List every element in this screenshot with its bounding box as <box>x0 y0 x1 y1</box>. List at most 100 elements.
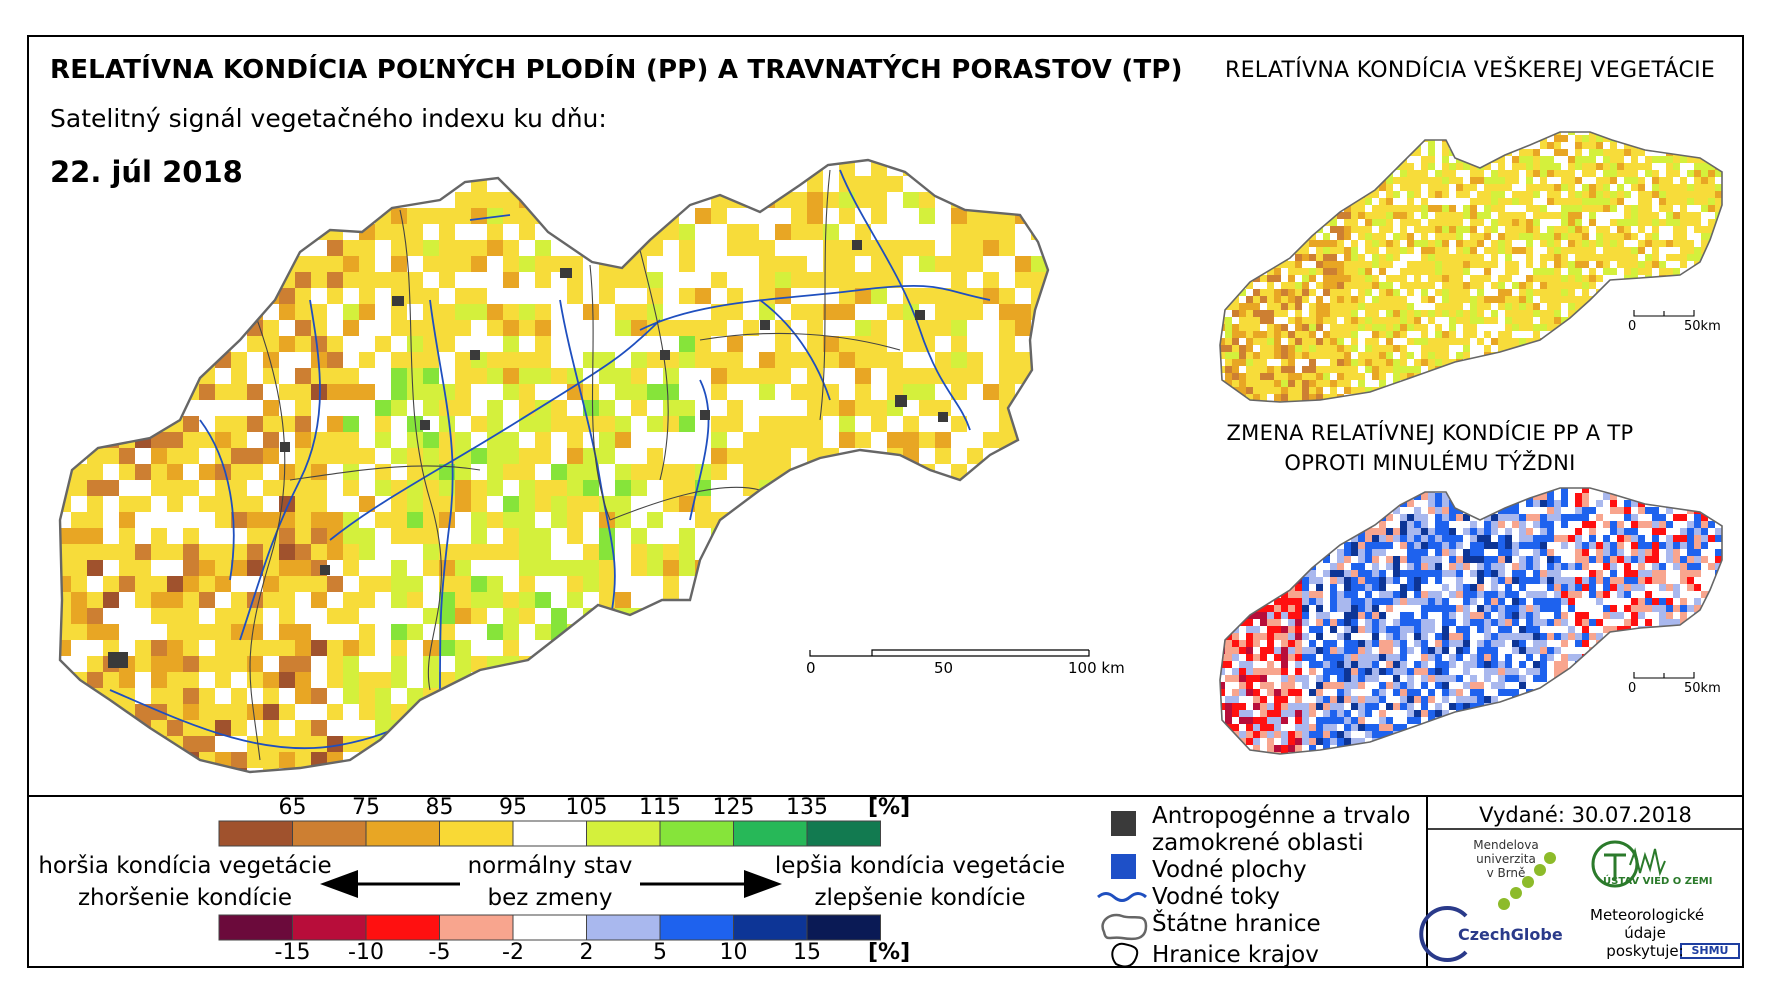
meteo-line3: poskytuje: <box>1606 942 1684 960</box>
legend-swatch <box>586 914 661 941</box>
anthropogenic-label-1: Antropogénne a trvalo <box>1152 803 1411 829</box>
legend-swatch <box>806 820 881 847</box>
inset-top-scale-0: 0 <box>1628 319 1636 334</box>
main-scale-bar <box>809 649 1090 657</box>
state-borders-label: Štátne hranice <box>1152 911 1321 937</box>
scale-label-0: 0 <box>806 659 816 677</box>
legend-swatch <box>806 914 881 941</box>
worse-change-label: zhoršenie kondície <box>77 885 293 911</box>
shmu-text: SHMU <box>1691 944 1729 957</box>
rivers-symbol <box>1097 892 1147 902</box>
legend-tick: 75 <box>352 795 380 820</box>
mendel-text: Mendelova univerzita v Brně <box>1466 838 1546 880</box>
legend-tick: 65 <box>278 795 307 820</box>
legend-tick: 95 <box>499 795 527 820</box>
inset-top-grid <box>1220 132 1722 402</box>
inset-bottom-title: ZMENA RELATÍVNEJ KONDÍCIE PP A TP OPROTI… <box>1180 418 1680 478</box>
legend-tick: 2 <box>579 940 594 965</box>
ustav-text: ÚSTAV VIED O ZEMI <box>1603 876 1713 887</box>
legend-swatch <box>733 820 808 847</box>
legend-swatch <box>586 820 661 847</box>
inset-bottom-scale <box>1633 672 1695 679</box>
legend-tick: 135 <box>786 795 828 820</box>
czechglobe-logo <box>1419 906 1468 962</box>
legend-swatch <box>292 914 367 941</box>
condition-grid <box>60 160 1048 772</box>
better-condition-label: lepšia kondícia vegetácie <box>774 853 1066 879</box>
anthropogenic-swatch <box>1111 811 1136 836</box>
inset-top-scale <box>1633 310 1695 317</box>
inset-top-title: RELATÍVNA KONDÍCIA VEŠKEREJ VEGETÁCIE <box>1225 58 1716 83</box>
anthropogenic-spots <box>108 240 948 668</box>
legend-tick: 85 <box>425 795 454 820</box>
legend-swatch <box>218 914 293 941</box>
inset-top-scale-50: 50km <box>1684 319 1721 334</box>
region-borders-label: Hranice krajov <box>1152 942 1319 968</box>
inset-top-map <box>1219 131 1723 403</box>
shmu-logo <box>1680 943 1740 959</box>
legend-tick: -5 <box>428 940 451 965</box>
inset-bottom-scale-0: 0 <box>1628 681 1636 696</box>
legend-tick: 5 <box>653 940 667 965</box>
condition-unit: [%] <box>868 795 911 820</box>
mendel-line1: Mendelova <box>1473 838 1539 852</box>
ustav-logo <box>1591 840 1666 888</box>
change-unit: [%] <box>868 940 911 965</box>
legend-swatch <box>733 914 808 941</box>
legend-swatch <box>512 914 587 941</box>
legend-tick: 105 <box>565 795 608 820</box>
scale-label-100: 100 km <box>1068 659 1125 677</box>
legend-swatch <box>218 820 293 847</box>
legend-tick: -15 <box>274 940 311 965</box>
change-color-bar <box>218 914 881 941</box>
inset-top-border <box>1219 131 1723 403</box>
worse-condition-label: horšia kondícia vegetácie <box>38 853 332 879</box>
mendel-line2: univerzita <box>1476 852 1536 866</box>
page-title: RELATÍVNA KONDÍCIA POĽNÝCH PLODÍN (PP) A… <box>50 55 1183 85</box>
page-subtitle: Satelitný signál vegetačného indexu ku d… <box>50 104 607 133</box>
legend-swatch <box>439 820 514 847</box>
main-map <box>58 158 1090 774</box>
scale-label-50: 50 <box>934 659 953 677</box>
inset-bottom-scale-50: 50km <box>1684 681 1721 696</box>
normal-state-label: normálny stav <box>467 853 633 879</box>
rivers-label: Vodné toky <box>1152 884 1280 910</box>
mendel-line3: v Brně <box>1486 866 1526 880</box>
region-borders-main <box>249 169 901 761</box>
legend-swatch <box>365 914 440 941</box>
inset-bottom-border <box>1219 487 1723 755</box>
inset-bottom-title-line1: ZMENA RELATÍVNEJ KONDÍCIE PP A TP <box>1226 421 1634 445</box>
anthropogenic-label-2: zamokrené oblasti <box>1152 830 1364 856</box>
issued-date: Vydané: 30.07.2018 <box>1479 803 1692 827</box>
no-change-label: bez zmeny <box>487 885 613 911</box>
meteo-line2: údaje <box>1624 924 1666 942</box>
water-bodies-label: Vodné plochy <box>1152 857 1307 883</box>
region-border-symbol <box>1111 942 1139 968</box>
meteo-text: Meteorologické údaje poskytuje: <box>1590 906 1705 960</box>
poster-frame <box>27 35 1744 968</box>
mendel-logo <box>1498 852 1556 910</box>
legend-tick: 125 <box>712 795 755 820</box>
inset-bottom-title-line2: OPROTI MINULÉMU TÝŽDNI <box>1284 451 1576 475</box>
meteo-line1: Meteorologické <box>1590 906 1705 924</box>
legend-swatch <box>659 820 734 847</box>
legend-swatch <box>659 914 734 941</box>
legend-swatch <box>439 914 514 941</box>
legend-tick: 115 <box>639 795 681 820</box>
legend-swatch <box>292 820 367 847</box>
condition-color-bar <box>218 820 881 847</box>
report-date: 22. júl 2018 <box>50 155 243 189</box>
inset-bottom-grid <box>1220 488 1722 754</box>
legend-tick: 15 <box>793 940 821 965</box>
worse-arrow <box>320 870 460 898</box>
legend-swatch <box>512 820 587 847</box>
czechglobe-text: CzechGlobe <box>1458 925 1563 944</box>
inset-bottom-map <box>1219 487 1723 755</box>
better-change-label: zlepšenie kondície <box>814 885 1026 911</box>
water-bodies-swatch <box>1111 854 1136 879</box>
rivers-main <box>109 169 991 750</box>
legend-tick: -2 <box>502 940 524 965</box>
legend-swatch <box>365 820 440 847</box>
state-border-symbol <box>1101 913 1148 941</box>
